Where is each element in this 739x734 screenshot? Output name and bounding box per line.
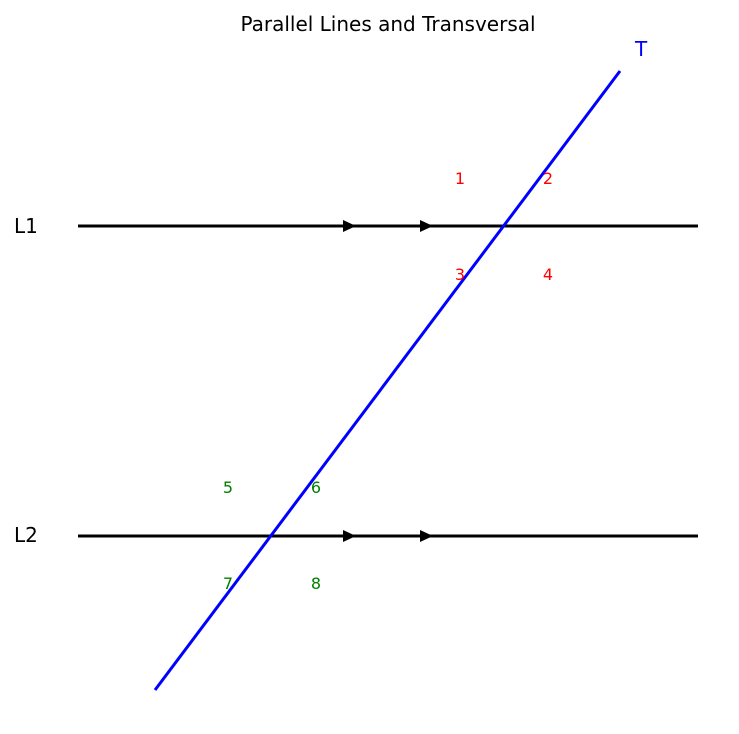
angle-3-label: 3: [455, 265, 465, 284]
l1-parallel-arrow-2: [420, 220, 433, 232]
angle-7-label: 7: [223, 574, 233, 593]
angle-5-label: 5: [223, 478, 233, 497]
angle-1-label: 1: [455, 169, 465, 188]
angle-8-label: 8: [311, 574, 321, 593]
angle-6-label: 6: [311, 478, 321, 497]
line-l1-label: L1: [14, 214, 38, 238]
angle-4-label: 4: [543, 265, 553, 284]
angle-2-label: 2: [543, 169, 553, 188]
l2-parallel-arrow-1: [343, 530, 356, 542]
transversal-line: [153, 70, 622, 691]
line-l2-label: L2: [14, 523, 38, 547]
l2-parallel-arrow-2: [420, 530, 433, 542]
transversal-label: T: [634, 37, 648, 61]
l1-parallel-arrow-1: [343, 220, 356, 232]
diagram-title: Parallel Lines and Transversal: [240, 12, 535, 36]
